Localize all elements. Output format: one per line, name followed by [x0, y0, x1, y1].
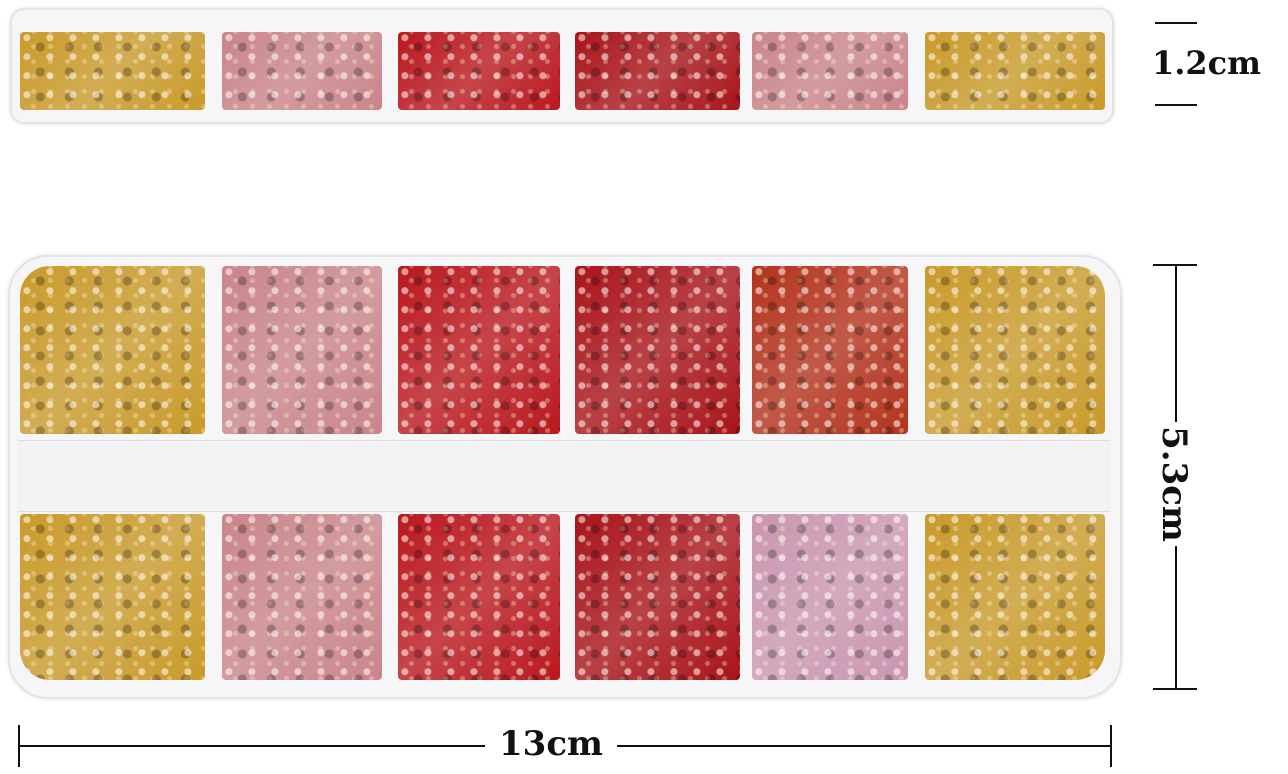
width-label: 5.3cm	[1147, 422, 1200, 546]
bottom-compartment-1	[20, 514, 205, 680]
side-compartment-5	[752, 32, 908, 110]
height-dim-bottom	[1155, 104, 1197, 106]
top-compartment-2	[222, 266, 382, 434]
top-compartment-6	[925, 266, 1105, 434]
height-dim-top	[1155, 22, 1197, 24]
side-compartment-4	[575, 32, 740, 110]
top-compartment-5	[752, 266, 908, 434]
top-compartment-4	[575, 266, 740, 434]
top-compartment-1	[20, 266, 205, 434]
bottom-compartment-6	[925, 514, 1105, 680]
side-compartment-2	[222, 32, 382, 110]
length-label: 13cm	[485, 724, 617, 764]
side-compartment-6	[925, 32, 1105, 110]
side-compartment-3	[398, 32, 560, 110]
bottom-compartment-5	[752, 514, 908, 680]
bottom-compartment-4	[575, 514, 740, 680]
side-compartment-1	[20, 32, 205, 110]
bottom-compartment-3	[398, 514, 560, 680]
center-divider	[18, 440, 1110, 512]
top-compartment-3	[398, 266, 560, 434]
bottom-compartment-2	[222, 514, 382, 680]
height-label: 1.2cm	[1152, 44, 1262, 82]
